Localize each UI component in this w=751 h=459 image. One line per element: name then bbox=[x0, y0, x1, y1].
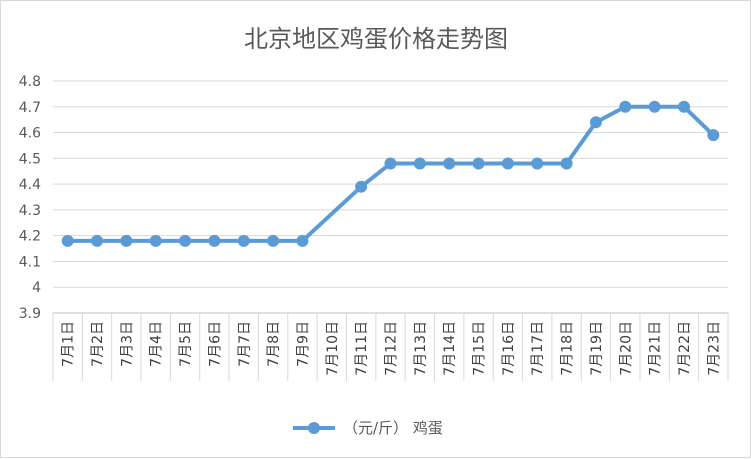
x-tick-label: 7月14日 bbox=[442, 321, 458, 376]
data-point bbox=[91, 234, 104, 247]
data-point bbox=[384, 157, 397, 170]
data-point bbox=[296, 234, 309, 247]
chart-title: 北京地区鸡蛋价格走势图 bbox=[244, 25, 508, 53]
x-axis-tick-labels: 7月1日 7月2日 7月3日 7月4日 7月5日 7月6日 7月7日 7月8日 7月9日 7月10… bbox=[61, 321, 723, 376]
y-tick-label: 4.6 bbox=[19, 126, 41, 142]
x-tick-label: 7月15日 bbox=[472, 321, 488, 376]
data-point bbox=[677, 100, 690, 113]
y-tick-label: 4.4 bbox=[19, 177, 41, 193]
x-tick-label: 7月12日 bbox=[384, 321, 400, 376]
data-point bbox=[355, 180, 368, 193]
x-tick-label: 7月6日 bbox=[207, 321, 223, 367]
y-tick-label: 4.3 bbox=[19, 203, 41, 219]
data-point bbox=[443, 157, 456, 170]
data-point bbox=[472, 157, 485, 170]
y-tick-label: 4.1 bbox=[19, 254, 41, 270]
y-tick-label: 4.5 bbox=[19, 151, 41, 167]
data-point bbox=[208, 234, 221, 247]
x-tick-label: 7月5日 bbox=[178, 321, 194, 367]
x-tick-label: 7月11日 bbox=[354, 321, 370, 376]
data-point bbox=[413, 157, 426, 170]
x-tick-label: 7月9日 bbox=[295, 321, 311, 367]
data-point bbox=[179, 234, 192, 247]
data-point bbox=[707, 129, 720, 142]
data-point bbox=[560, 157, 573, 170]
y-tick-label: 4.8 bbox=[19, 74, 41, 90]
data-point bbox=[61, 234, 74, 247]
x-tick-label: 7月2日 bbox=[90, 321, 106, 367]
y-axis-tick-labels: 3.9 4 4.1 4.2 4.3 4.4 4.5 4.6 4.7 4.8 bbox=[19, 74, 41, 322]
x-tick-label: 7月19日 bbox=[589, 321, 605, 376]
series-line bbox=[65, 104, 716, 243]
data-point bbox=[648, 100, 661, 113]
x-tick-label: 7月1日 bbox=[61, 321, 77, 367]
legend-label: （元/斤） 鸡蛋 bbox=[343, 419, 443, 437]
y-tick-label: 4.2 bbox=[19, 229, 41, 245]
x-tick-label: 7月18日 bbox=[560, 321, 576, 376]
data-point bbox=[501, 157, 514, 170]
x-tick-label: 7月22日 bbox=[677, 321, 693, 376]
y-tick-label: 3.9 bbox=[19, 306, 41, 322]
x-tick-label: 7月17日 bbox=[530, 321, 546, 376]
x-tick-label: 7月16日 bbox=[501, 321, 517, 376]
data-point bbox=[589, 116, 602, 129]
x-tick-label: 7月13日 bbox=[413, 321, 429, 376]
x-tick-label: 7月8日 bbox=[266, 321, 282, 367]
x-tick-label: 7月21日 bbox=[648, 321, 664, 376]
data-point bbox=[120, 234, 133, 247]
data-point bbox=[149, 234, 162, 247]
series-layer bbox=[61, 100, 720, 247]
data-point bbox=[267, 234, 280, 247]
legend: （元/斤） 鸡蛋 bbox=[293, 419, 443, 437]
legend-swatch-marker bbox=[308, 422, 320, 434]
y-tick-label: 4.7 bbox=[19, 100, 41, 116]
gridlines bbox=[52, 80, 729, 381]
x-tick-label: 7月10日 bbox=[325, 321, 341, 376]
x-tick-label: 7月20日 bbox=[618, 321, 634, 376]
data-point bbox=[237, 234, 250, 247]
data-point bbox=[619, 100, 632, 113]
x-tick-label: 7月4日 bbox=[149, 321, 165, 367]
x-tick-label: 7月3日 bbox=[119, 321, 135, 367]
x-tick-label: 7月23日 bbox=[706, 321, 722, 376]
x-tick-label: 7月7日 bbox=[237, 321, 253, 367]
data-point bbox=[531, 157, 544, 170]
y-tick-label: 4 bbox=[32, 280, 41, 296]
